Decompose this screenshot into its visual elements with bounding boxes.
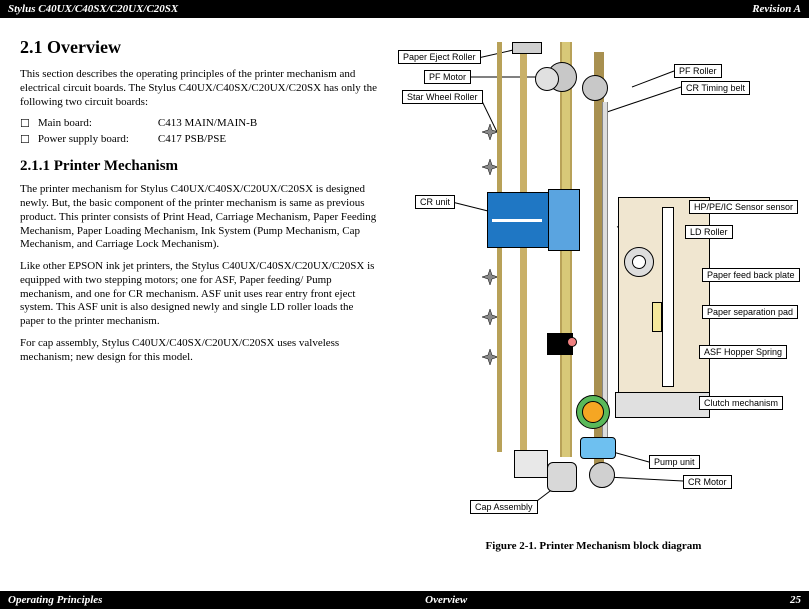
pf-motor-icon xyxy=(535,67,559,91)
section-heading: 2.1 Overview xyxy=(20,37,380,58)
paper-eject-rail xyxy=(520,42,527,467)
page-header: Stylus C40UX/C40SX/C20UX/C20SX Revision … xyxy=(0,0,809,19)
footer-center: Overview xyxy=(425,594,467,606)
cr-slot xyxy=(492,219,542,222)
pump-unit xyxy=(580,437,616,459)
cr-motor-icon xyxy=(589,462,615,488)
cap-assembly xyxy=(547,462,577,492)
figure-caption: Figure 2-1. Printer Mechanism block diag… xyxy=(392,540,795,552)
figure-column: Paper Eject Roller PF Motor Star Wheel R… xyxy=(392,37,795,552)
ld-roller-inner xyxy=(632,255,646,269)
label-pf-motor: PF Motor xyxy=(424,70,471,84)
page-footer: Operating Principles Overview 25 xyxy=(0,590,809,609)
mechanism-paragraph: For cap assembly, Stylus C40UX/C40SX/C20… xyxy=(20,337,380,365)
list-item: Power supply board: C417 PSB/PSE xyxy=(20,133,380,146)
label-hp-pe-ic-sensor: HP/PE/IC Sensor sensor xyxy=(689,200,798,214)
board-value: C413 MAIN/MAIN-B xyxy=(158,117,257,130)
board-label: Main board: xyxy=(38,117,158,130)
mechanism-paragraph: Like other EPSON ink jet printers, the S… xyxy=(20,260,380,329)
mechanism-paragraph: The printer mechanism for Stylus C40UX/C… xyxy=(20,183,380,252)
cr-unit-head xyxy=(548,189,580,251)
red-dot-icon xyxy=(567,337,577,347)
page-content: 2.1 Overview This section describes the … xyxy=(0,19,809,552)
footer-left: Operating Principles xyxy=(8,594,102,606)
header-left: Stylus C40UX/C40SX/C20UX/C20SX xyxy=(8,3,178,15)
clutch-box xyxy=(615,392,710,418)
top-plate xyxy=(512,42,542,54)
label-cr-unit: CR unit xyxy=(415,195,455,209)
subsection-heading: 2.1.1 Printer Mechanism xyxy=(20,158,380,175)
header-right: Revision A xyxy=(752,3,801,15)
cr-timing-belt xyxy=(602,102,608,442)
list-item: Main board: C413 MAIN/MAIN-B xyxy=(20,117,380,130)
label-ld-roller: LD Roller xyxy=(685,225,733,239)
paper-feed-back-plate xyxy=(662,207,674,387)
board-value: C417 PSB/PSE xyxy=(158,133,226,146)
bottom-plate xyxy=(514,450,548,478)
footer-right: 25 xyxy=(790,594,801,606)
label-asf-hopper-spring: ASF Hopper Spring xyxy=(699,345,787,359)
label-paper-feed-back-plate: Paper feed back plate xyxy=(702,268,800,282)
boards-list: Main board: C413 MAIN/MAIN-B Power suppl… xyxy=(20,117,380,146)
label-clutch-mechanism: Clutch mechanism xyxy=(699,396,783,410)
text-column: 2.1 Overview This section describes the … xyxy=(20,37,380,552)
label-paper-separation-pad: Paper separation pad xyxy=(702,305,798,319)
label-pf-roller: PF Roller xyxy=(674,64,722,78)
label-pump-unit: Pump unit xyxy=(649,455,700,469)
label-cap-assembly: Cap Assembly xyxy=(470,500,538,514)
label-cr-timing-belt: CR Timing belt xyxy=(681,81,750,95)
label-paper-eject-roller: Paper Eject Roller xyxy=(398,50,481,64)
label-star-wheel-roller: Star Wheel Roller xyxy=(402,90,483,104)
board-label: Power supply board: xyxy=(38,133,158,146)
paper-separation-pad xyxy=(652,302,662,332)
gear-small-icon xyxy=(582,75,608,101)
label-cr-motor: CR Motor xyxy=(683,475,732,489)
block-diagram: Paper Eject Roller PF Motor Star Wheel R… xyxy=(392,37,787,532)
overview-paragraph: This section describes the operating pri… xyxy=(20,68,380,109)
clutch-gear-inner-icon xyxy=(582,401,604,423)
